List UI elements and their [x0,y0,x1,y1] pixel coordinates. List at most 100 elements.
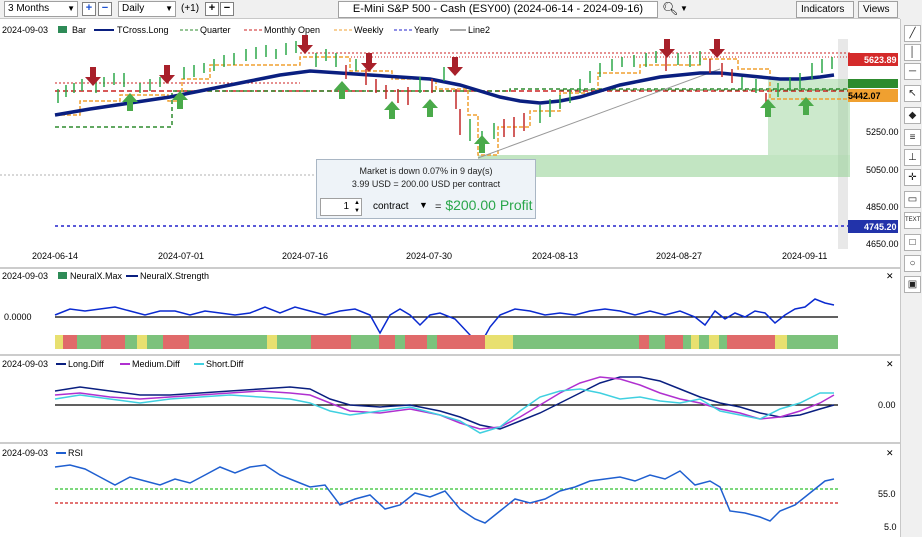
chevron-down-icon[interactable]: ▼ [680,4,688,13]
down-arrow-icon [447,57,463,76]
down-arrow-icon [85,67,101,86]
chart-title: E-Mini S&P 500 - Cash (ESY00) (2024-06-1… [338,1,658,18]
quantity-stepper[interactable]: 1 ▲ ▼ [320,198,362,216]
down-arrow-icon [297,35,313,54]
chart-area[interactable]: 2024-09-03 Bar TCross.Long Quarter Month… [0,19,900,537]
date-axis-label: 2024-07-16 [282,251,328,261]
buy-signal-arrows [122,81,814,153]
legend-short-diff: Short.Diff [206,359,244,369]
up-arrow-icon [384,101,400,119]
marker-tool-icon[interactable]: ◆ [904,107,921,124]
market-change-text: Market is down 0.07% in 9 day(s) [359,166,493,176]
date-axis-label: 2024-09-11 [782,251,827,261]
price-scale-strip [838,39,848,249]
rsi-date-label: 2024-09-03 [2,448,48,458]
short-diff-line [54,388,834,434]
weekly-line [55,56,850,156]
up-arrow-icon [122,93,138,111]
contract-label[interactable]: contract [373,201,409,212]
down-arrow-icon [361,53,377,72]
profit-zone [478,155,850,177]
price-badge-text: 5623.89 [864,55,897,65]
chevron-down-icon[interactable]: ▼ [419,200,428,210]
price-badge-text: 5442.07 [848,91,881,101]
up-arrow-icon [172,91,188,109]
date-axis-label: 2024-08-13 [532,251,578,261]
zoom-out-button[interactable]: − [98,2,112,16]
close-icon[interactable]: ✕ [886,359,894,369]
main-date-label: 2024-09-03 [2,25,48,35]
legend-yearly: Yearly [414,25,439,35]
rsi-axis-label: 5.0 [884,522,897,532]
up-arrow-icon [334,81,350,99]
interval-value: Daily [122,3,145,14]
rsi-line [54,464,835,524]
legend-medium-diff: Medium.Diff [132,359,180,369]
period-select[interactable]: 3 Months ▼ [4,1,78,17]
vertical-line-icon[interactable]: │ [904,44,921,61]
indicators-dropdown[interactable]: Indicators ▼ [796,1,854,29]
main-panel: 2024-09-03 Bar TCross.Long Quarter Month… [0,25,899,261]
date-axis-label: 2024-07-30 [406,251,452,261]
long-diff-line [54,376,835,430]
neural-date-label: 2024-09-03 [2,271,48,281]
diff-date-label: 2024-09-03 [2,359,48,369]
legend-swatch-neural-max [58,272,67,279]
period-value: 3 Months [8,3,50,14]
close-icon[interactable]: ✕ [886,448,894,458]
equals-sign: = [435,201,442,213]
indicators-label: Indicators [801,4,845,15]
stepper-arrows-icon[interactable]: ▲ ▼ [354,200,360,214]
profit-amount: $200.00 Profit [445,197,533,213]
legend-swatch-bar [58,26,67,33]
legend-neural-max: NeuralX.Max [70,271,123,281]
drawing-toolbar: ╱ │ ─ ↖ ◆ ≡ ⊥ ✛ ▭ TEXT □ ○ ▣ [900,19,922,537]
price-axis-label: 4850.00 [866,202,899,212]
neural-max-bars [55,335,838,349]
square-tool-icon[interactable]: □ [904,234,921,251]
ruler-tool-icon[interactable]: ⊥ [904,149,921,166]
price-axis-label: 5050.00 [866,165,899,175]
tcross-long-line [54,69,835,117]
close-icon[interactable]: ✕ [886,271,894,281]
price-badge-monthly [848,53,898,66]
down-arrow-icon [659,39,675,58]
legend-neural-strength: NeuralX.Strength [140,271,209,281]
interval-select[interactable]: Daily ▼ [118,1,176,17]
neural-axis-label: 0.0000 [4,312,32,322]
legend-rsi: RSI [68,448,83,458]
up-arrow-icon [474,135,490,153]
contract-value-text: 3.99 USD = 200.00 USD per contract [351,179,501,189]
offset-minus-button[interactable]: − [220,2,234,16]
fib-tool-icon[interactable]: ≡ [904,129,921,146]
price-axis-label: 5250.00 [866,127,899,137]
legend-long-diff: Long.Diff [68,359,104,369]
diff-axis-label: 0.00 [878,400,896,410]
legend-quarter: Quarter [200,25,231,35]
price-badge-weekly [848,89,898,102]
diff-panel: 2024-09-03 Long.Diff Medium.Diff Short.D… [2,359,896,434]
arrow-tool-icon[interactable]: ↖ [904,85,921,102]
legend-weekly: Weekly [354,25,384,35]
sell-signal-arrows [85,35,725,86]
zoom-in-button[interactable]: + [82,2,96,16]
expand-tool-icon[interactable]: ▣ [904,276,921,293]
views-dropdown[interactable]: Views ▼ [858,1,898,29]
up-arrow-icon [798,97,814,115]
circle-tool-icon[interactable]: ○ [904,255,921,272]
date-axis-label: 2024-06-14 [32,251,78,261]
rsi-panel: 2024-09-03 RSI ✕ 55.0 5.0 [2,448,897,532]
cross-tool-icon[interactable]: ✛ [904,169,921,186]
text-tool-icon[interactable]: TEXT [904,212,921,229]
price-badge-text: 4745.20 [864,222,897,232]
rect-tool-icon[interactable]: ▭ [904,191,921,208]
offset-plus-button[interactable]: + [205,2,219,16]
rsi-axis-label: 55.0 [878,489,896,499]
chevron-down-icon: ▼ [165,4,173,13]
horizontal-line-icon[interactable]: ─ [904,63,921,80]
legend-bar: Bar [72,25,86,35]
price-badge-yearly [848,220,898,233]
search-icon[interactable]: 🔍︎ [662,1,679,16]
pen-tool-icon[interactable]: ╱ [904,25,921,42]
price-badge-quarter [848,79,898,88]
